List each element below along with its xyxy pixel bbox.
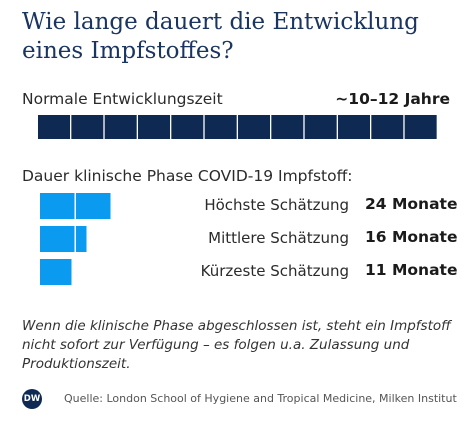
normal-year-block [337,115,370,139]
estimate-block [40,259,72,285]
normal-duration-bar [38,115,437,139]
page-title: Wie lange dauert die Entwicklung eines I… [22,9,419,64]
normal-year-block [271,115,304,139]
estimate-value: 16 Monate [365,228,458,246]
normal-year-block [371,115,404,139]
clinical-phase-label: Dauer klinische Phase COVID-19 Impfstoff… [22,167,353,185]
normal-year-block [104,115,137,139]
estimate-block [76,193,111,219]
normal-year-block [38,115,71,139]
estimate-value: 11 Monate [365,261,458,279]
estimate-value: 24 Monate [365,195,458,213]
normal-year-block [171,115,204,139]
normal-year-block [137,115,171,139]
estimate-block [40,193,75,219]
estimate-bar [40,259,72,285]
estimate-row: Höchste Schätzung 24 Monate [0,193,474,219]
dw-logo: DW [22,389,42,409]
estimate-label: Höchste Schätzung [204,196,349,214]
normal-year-block [304,115,337,139]
estimate-row: Mittlere Schätzung 16 Monate [0,226,474,252]
normal-duration-value: ~10–12 Jahre [335,90,450,108]
footnote: Wenn die klinische Phase abgeschlossen i… [22,318,451,372]
estimate-block [40,226,75,252]
normal-year-block [204,115,237,139]
estimate-bar [40,226,87,252]
normal-year-block [404,115,437,139]
estimate-bar [40,193,111,219]
normal-year-block [71,115,104,139]
source-text: Quelle: London School of Hygiene and Tro… [64,392,457,405]
estimate-label: Kürzeste Schätzung [200,262,349,280]
normal-year-block [237,115,271,139]
estimate-row: Kürzeste Schätzung 11 Monate [0,259,474,285]
estimate-label: Mittlere Schätzung [208,229,349,247]
estimate-block [76,226,87,252]
normal-duration-label: Normale Entwicklungszeit [22,90,223,108]
